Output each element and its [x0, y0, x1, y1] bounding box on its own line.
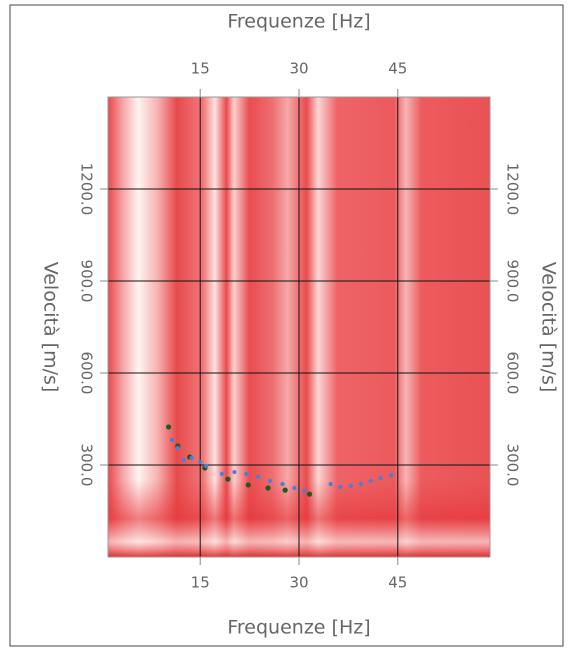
point [378, 475, 383, 480]
y-tick-label: 300.0 [504, 444, 522, 487]
x-tick-label: 45 [388, 60, 407, 78]
point [219, 471, 225, 476]
y-tick-label: 600.0 [78, 352, 96, 395]
point [302, 488, 307, 494]
point [256, 474, 261, 480]
y-tick-label: 1200.0 [78, 163, 96, 216]
point [292, 485, 297, 491]
x-tick-label: 15 [191, 60, 210, 78]
y-tick-label: 600.0 [504, 352, 522, 395]
point [189, 455, 194, 461]
point [358, 481, 364, 487]
point [165, 424, 172, 430]
point [348, 483, 354, 488]
point [389, 473, 394, 478]
y-axis-title-left: Velocità [m/s] [40, 262, 62, 393]
point [181, 457, 186, 463]
y-tick-label: 900.0 [504, 260, 522, 303]
point [282, 487, 288, 493]
point [245, 482, 251, 488]
point [225, 476, 231, 482]
x-tick-label: 45 [388, 574, 407, 592]
point [175, 446, 180, 451]
point [204, 463, 209, 469]
x-axis-title-bottom: Frequenze [Hz] [227, 617, 370, 639]
point [368, 478, 373, 484]
y-tick-label: 300.0 [78, 444, 96, 487]
x-tick-label: 30 [289, 60, 308, 78]
plot-border [107, 96, 491, 558]
point [280, 481, 285, 487]
point [169, 437, 174, 442]
point [265, 485, 271, 491]
y-axis-title-right: Velocità [m/s] [538, 262, 560, 393]
point [338, 484, 343, 490]
point [306, 491, 313, 497]
point [232, 469, 237, 475]
x-tick-label: 30 [289, 574, 308, 592]
point [244, 471, 249, 476]
y-tick-label: 1200.0 [504, 163, 522, 216]
point [267, 478, 273, 484]
x-axis-title-top: Frequenze [Hz] [227, 11, 370, 33]
point [328, 481, 333, 487]
frame [9, 4, 564, 647]
plot-layer: 15 15 30 30 45 45 300.0 300.0 600.0 600.0 900.0 900… [78, 60, 522, 592]
point [198, 459, 203, 465]
x-tick-label: 15 [191, 574, 210, 592]
y-tick-label: 900.0 [78, 260, 96, 303]
